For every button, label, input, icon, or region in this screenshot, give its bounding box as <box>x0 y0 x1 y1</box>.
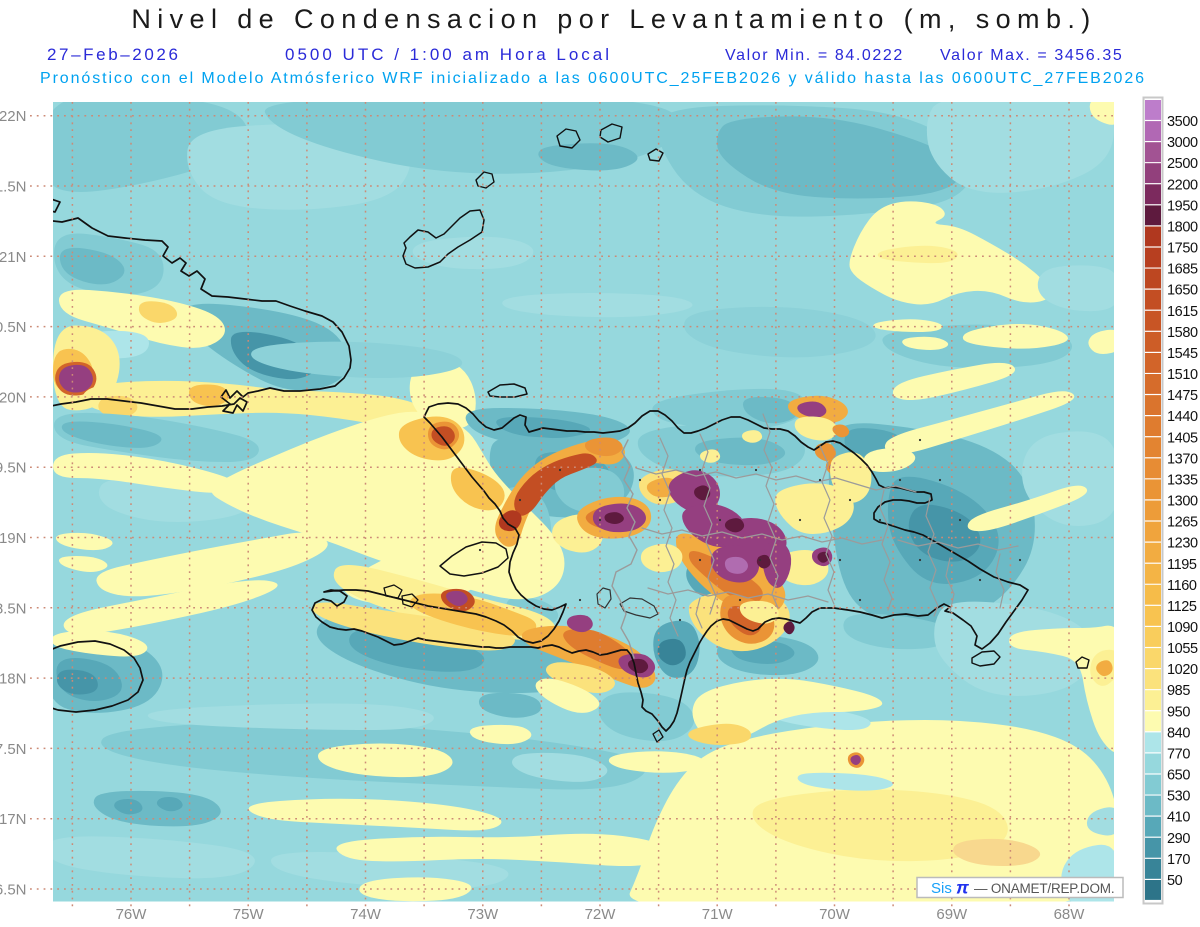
svg-text:410: 410 <box>1167 810 1190 826</box>
svg-text:8.5N: 8.5N <box>0 600 27 617</box>
svg-text:70W: 70W <box>819 906 851 923</box>
svg-text:1090: 1090 <box>1167 620 1198 636</box>
svg-text:1335: 1335 <box>1167 472 1198 488</box>
svg-text:Valor Min. = 84.0222: Valor Min. = 84.0222 <box>725 47 904 64</box>
svg-text:Sis: Sis <box>931 880 952 897</box>
svg-text:1160: 1160 <box>1167 578 1197 594</box>
svg-text:Nivel de Condensacion por Leva: Nivel de Condensacion por Levantamiento … <box>131 4 1096 34</box>
svg-text:1685: 1685 <box>1167 262 1198 278</box>
svg-text:1230: 1230 <box>1167 536 1198 552</box>
svg-text:1440: 1440 <box>1167 409 1198 425</box>
svg-text:27–Feb–2026: 27–Feb–2026 <box>47 45 181 64</box>
svg-text:18N: 18N <box>0 671 27 688</box>
svg-text:69W: 69W <box>936 906 968 923</box>
svg-text:1020: 1020 <box>1167 662 1198 678</box>
svg-text:985: 985 <box>1167 683 1190 699</box>
svg-text:9.5N: 9.5N <box>0 460 27 477</box>
svg-text:1475: 1475 <box>1167 388 1198 404</box>
svg-text:72W: 72W <box>585 906 617 923</box>
svg-text:1615: 1615 <box>1167 304 1198 320</box>
svg-text:20N: 20N <box>0 389 27 406</box>
svg-text:Valor Max. = 3456.35: Valor Max. = 3456.35 <box>940 47 1123 64</box>
svg-text:170: 170 <box>1167 852 1190 868</box>
svg-text:0500 UTC / 1:00 am Hora Local: 0500 UTC / 1:00 am Hora Local <box>285 45 612 64</box>
svg-text:50: 50 <box>1167 873 1183 889</box>
svg-text:1580: 1580 <box>1167 325 1198 341</box>
svg-text:2200: 2200 <box>1167 177 1198 193</box>
svg-text:73W: 73W <box>467 906 499 923</box>
svg-text:6.5N: 6.5N <box>0 882 27 899</box>
svg-text:1650: 1650 <box>1167 283 1198 299</box>
svg-text:840: 840 <box>1167 725 1190 741</box>
svg-text:1950: 1950 <box>1167 198 1198 214</box>
svg-text:75W: 75W <box>233 906 265 923</box>
svg-text:1195: 1195 <box>1167 557 1197 573</box>
svg-text:1055: 1055 <box>1167 641 1198 657</box>
svg-text:290: 290 <box>1167 831 1190 847</box>
svg-text:2500: 2500 <box>1167 156 1198 172</box>
svg-text:76W: 76W <box>116 906 148 923</box>
svg-text:1300: 1300 <box>1167 494 1198 510</box>
svg-text:— ONAMET/REP.DOM.: — ONAMET/REP.DOM. <box>974 881 1114 896</box>
svg-text:3500: 3500 <box>1167 114 1198 130</box>
svg-text:68W: 68W <box>1054 906 1086 923</box>
svg-text:1510: 1510 <box>1167 367 1198 383</box>
svg-text:770: 770 <box>1167 747 1190 763</box>
svg-text:Pronóstico con el Modelo Atmós: Pronóstico con el Modelo Atmósferico WRF… <box>40 70 1146 87</box>
svg-text:1405: 1405 <box>1167 430 1198 446</box>
svg-text:1750: 1750 <box>1167 241 1198 257</box>
svg-text:1370: 1370 <box>1167 451 1198 467</box>
svg-text:74W: 74W <box>350 906 382 923</box>
svg-text:17N: 17N <box>0 811 27 828</box>
svg-text:0.5N: 0.5N <box>0 319 27 336</box>
svg-text:1800: 1800 <box>1167 220 1198 236</box>
svg-text:1545: 1545 <box>1167 346 1198 362</box>
svg-text:π: π <box>956 878 969 898</box>
svg-text:19N: 19N <box>0 530 27 547</box>
svg-text:530: 530 <box>1167 789 1190 805</box>
svg-text:1125: 1125 <box>1167 599 1197 615</box>
svg-text:1265: 1265 <box>1167 515 1198 531</box>
svg-text:21N: 21N <box>0 249 27 266</box>
svg-text:71W: 71W <box>702 906 734 923</box>
svg-text:950: 950 <box>1167 704 1190 720</box>
svg-text:3000: 3000 <box>1167 135 1198 151</box>
svg-text:7.5N: 7.5N <box>0 741 27 758</box>
svg-text:650: 650 <box>1167 768 1190 784</box>
svg-text:22N: 22N <box>0 108 27 125</box>
svg-text:1.5N: 1.5N <box>0 179 27 196</box>
